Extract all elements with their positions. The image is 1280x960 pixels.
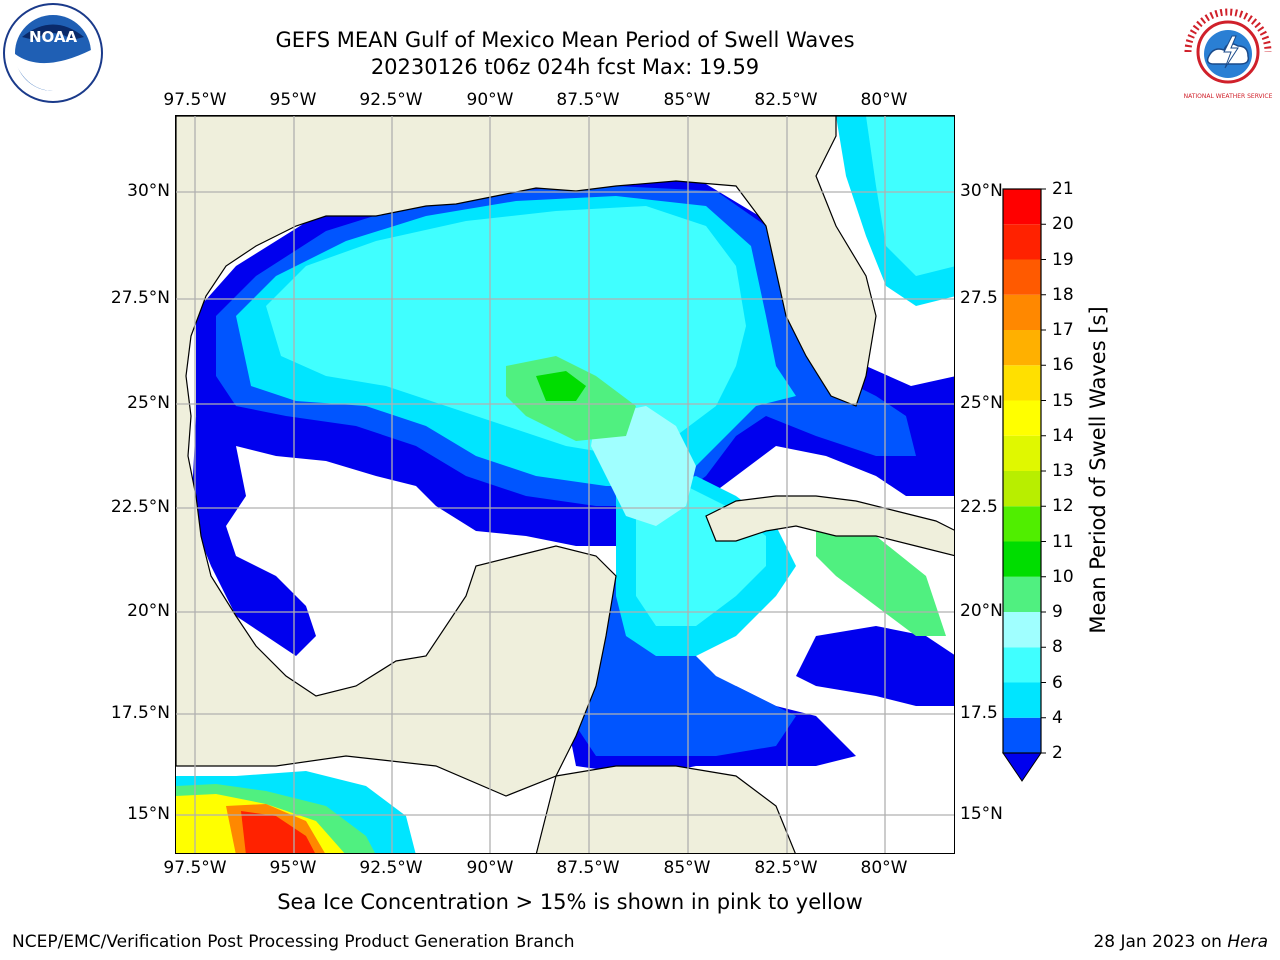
colorbar-under-triangle [1002, 752, 1042, 782]
footer-host: Hera [1227, 932, 1268, 952]
lat-tick-left: 20°N [127, 601, 170, 621]
lon-tick-bottom: 92.5°W [359, 858, 423, 878]
land-usa-mexico [176, 116, 877, 797]
lat-tick-right: 30°N [960, 181, 1003, 201]
lon-tick-top: 97.5°W [163, 90, 227, 110]
colorbar-tick-label: 10 [1052, 566, 1074, 587]
lat-tick-right: 27.5 [960, 288, 998, 308]
lon-tick-top: 87.5°W [556, 90, 620, 110]
colorbar-segment [1003, 259, 1041, 295]
colorbar-segment [1003, 576, 1041, 612]
lat-tick-right: 17.5 [960, 703, 998, 723]
lon-tick-bottom: 97.5°W [163, 858, 227, 878]
lon-tick-bottom: 95°W [269, 858, 317, 878]
colorbar-tick-label: 20 [1052, 214, 1074, 235]
colorbar-tick-label: 18 [1052, 284, 1074, 305]
colorbar-segment [1003, 400, 1041, 436]
noaa-logo: NOAA [2, 2, 104, 104]
colorbar-segment [1003, 506, 1041, 542]
colorbar-segment [1003, 224, 1041, 260]
lat-tick-right: 25°N [960, 393, 1003, 413]
colorbar-tick-label: 16 [1052, 355, 1074, 376]
lon-tick-top: 85°W [663, 90, 711, 110]
lat-tick-right: 20°N [960, 601, 1003, 621]
swell-region-6-8 [266, 206, 746, 456]
colorbar-tick-label: 14 [1052, 425, 1074, 446]
graticule [176, 116, 954, 853]
lon-tick-top: 92.5°W [359, 90, 423, 110]
colorbar-segment [1003, 330, 1041, 366]
colorbar-tick-label: 15 [1052, 390, 1074, 411]
colorbar-tick-label: 8 [1052, 637, 1063, 658]
swell-region-pacific-19-20 [241, 811, 315, 853]
lon-tick-top: 90°W [466, 90, 514, 110]
lon-tick-bottom: 85°W [663, 858, 711, 878]
swell-region-10-11 [536, 371, 586, 401]
colorbar-segment [1003, 189, 1041, 225]
lat-tick-left: 25°N [127, 393, 170, 413]
map-subtitle: 20230126 t06z 024h fcst Max: 19.59 [370, 55, 760, 79]
swell-region-9-10 [816, 526, 946, 636]
land-central-america [535, 765, 796, 853]
lon-tick-top: 82.5°W [754, 90, 818, 110]
colorbar-tick-label: 13 [1052, 461, 1074, 481]
colorbar-segment [1003, 471, 1041, 507]
colorbar-segment [1003, 365, 1041, 401]
colorbar [1002, 188, 1046, 782]
lat-tick-right: 15°N [960, 804, 1003, 824]
lon-tick-bottom: 82.5°W [754, 858, 818, 878]
colorbar-tick-label: 4 [1052, 707, 1063, 728]
swell-region-6-8 [866, 116, 954, 276]
colorbar-tick-label: 17 [1052, 320, 1074, 340]
lon-tick-top: 80°W [860, 90, 908, 110]
colorbar-tick-label: 19 [1052, 249, 1074, 270]
colorbar-tick-label: 21 [1052, 179, 1074, 199]
map-panel [175, 115, 955, 854]
lat-tick-left: 22.5°N [110, 497, 170, 517]
swell-region-under-2 [191, 416, 316, 656]
colorbar-segment [1003, 647, 1041, 683]
colorbar-segments [1003, 189, 1041, 753]
colorbar-tick-label: 6 [1052, 672, 1063, 693]
colorbar-segment [1003, 717, 1041, 753]
colorbar-segment [1003, 435, 1041, 471]
lon-tick-bottom: 87.5°W [556, 858, 620, 878]
colorbar-segment [1003, 612, 1041, 648]
lat-tick-left: 17.5°N [110, 703, 170, 723]
lon-tick-bottom: 90°W [466, 858, 514, 878]
nws-logo: NATIONAL WEATHER SERVICE [1178, 2, 1278, 102]
colorbar-segment [1003, 682, 1041, 718]
land [176, 116, 954, 853]
footer-credit: NCEP/EMC/Verification Post Processing Pr… [12, 932, 575, 952]
swell-region-under-2 [796, 626, 954, 706]
lon-tick-top: 95°W [269, 90, 317, 110]
noaa-logo-text: NOAA [29, 28, 78, 46]
colorbar-segment [1003, 541, 1041, 577]
footer-date-text: 28 Jan 2023 on [1093, 932, 1222, 952]
colorbar-segment [1003, 294, 1041, 330]
colorbar-tick-label: 9 [1052, 602, 1063, 622]
nws-logo-text: NATIONAL WEATHER SERVICE [1184, 93, 1273, 100]
lat-tick-left: 27.5°N [110, 288, 170, 308]
colorbar-tick-label: 2 [1052, 743, 1063, 763]
swell-field [176, 116, 954, 853]
lat-tick-left: 15°N [127, 804, 170, 824]
map-title: GEFS MEAN Gulf of Mexico Mean Period of … [275, 28, 855, 52]
colorbar-label: Mean Period of Swell Waves [s] [1086, 306, 1110, 634]
sea-ice-note: Sea Ice Concentration > 15% is shown in … [277, 890, 863, 914]
lat-tick-left: 30°N [127, 181, 170, 201]
footer-date: 28 Jan 2023 on Hera [1093, 932, 1268, 952]
lat-tick-right: 22.5 [960, 497, 998, 517]
colorbar-tick-label: 11 [1052, 531, 1074, 552]
lon-tick-bottom: 80°W [860, 858, 908, 878]
colorbar-tick-label: 12 [1052, 496, 1074, 517]
land-cuba [705, 495, 954, 557]
